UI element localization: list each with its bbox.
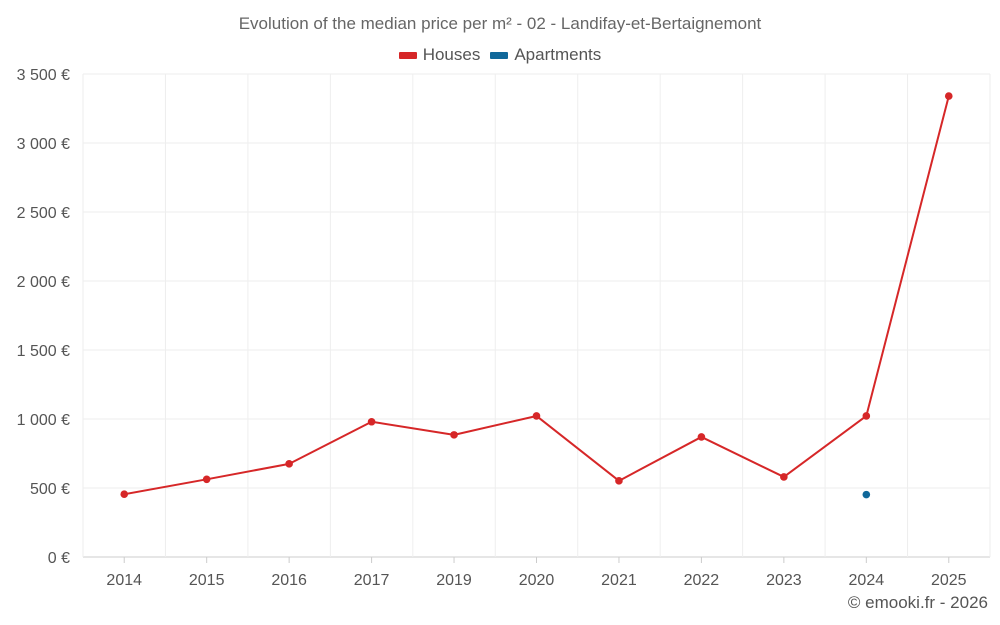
data-point-houses-2024 — [862, 412, 871, 420]
data-point-houses-2023 — [780, 473, 788, 481]
data-point-apartments-2024 — [862, 490, 871, 499]
data-point-houses-2022 — [697, 433, 706, 441]
data-point-houses-2014 — [120, 490, 129, 499]
legend-label-houses: Houses — [422, 45, 481, 64]
y-tick-label: 500 € — [30, 481, 70, 498]
x-tick-label: 2020 — [519, 572, 555, 589]
y-tick-label: 3 000 € — [17, 136, 70, 153]
x-tick-label: 2019 — [436, 572, 472, 589]
x-tick-label: 2022 — [684, 572, 720, 589]
y-tick-label: 1 500 € — [17, 343, 70, 360]
legend-item-houses[interactable]: Houses — [398, 45, 481, 65]
legend-item-apartments[interactable]: Apartments — [490, 45, 601, 65]
data-point-houses-2020 — [532, 412, 541, 420]
legend-swatch-houses — [398, 51, 417, 59]
data-point-houses-2015 — [202, 475, 211, 484]
data-point-houses-2016 — [285, 460, 293, 468]
data-point-houses-2025 — [944, 92, 953, 100]
x-tick-label: 2023 — [766, 572, 802, 589]
x-tick-label: 2021 — [601, 572, 637, 589]
x-tick-label: 2015 — [189, 572, 225, 589]
y-tick-label: 1 000 € — [17, 412, 70, 429]
x-tick-label: 2014 — [106, 572, 142, 589]
legend-label-apartments: Apartments — [514, 45, 602, 64]
data-point-houses-2019 — [450, 431, 458, 439]
y-tick-label: 2 500 € — [17, 205, 70, 222]
y-tick-label: 2 000 € — [17, 274, 70, 291]
chart-title: Evolution of the median price per m² - 0… — [238, 14, 762, 33]
y-tick-label: 3 500 € — [17, 67, 70, 84]
y-tick-label: 0 € — [48, 550, 70, 567]
x-tick-label: 2016 — [271, 572, 307, 589]
legend-swatch-apartments — [490, 51, 509, 59]
data-point-houses-2017 — [367, 417, 376, 426]
data-point-houses-2021 — [615, 477, 623, 485]
chart-credit: © emooki.fr - 2026 — [847, 593, 988, 612]
x-tick-label: 2017 — [354, 572, 390, 589]
x-tick-label: 2025 — [931, 572, 967, 589]
chart-legend: Houses Apartments — [0, 45, 1000, 65]
x-tick-label: 2024 — [849, 572, 885, 589]
